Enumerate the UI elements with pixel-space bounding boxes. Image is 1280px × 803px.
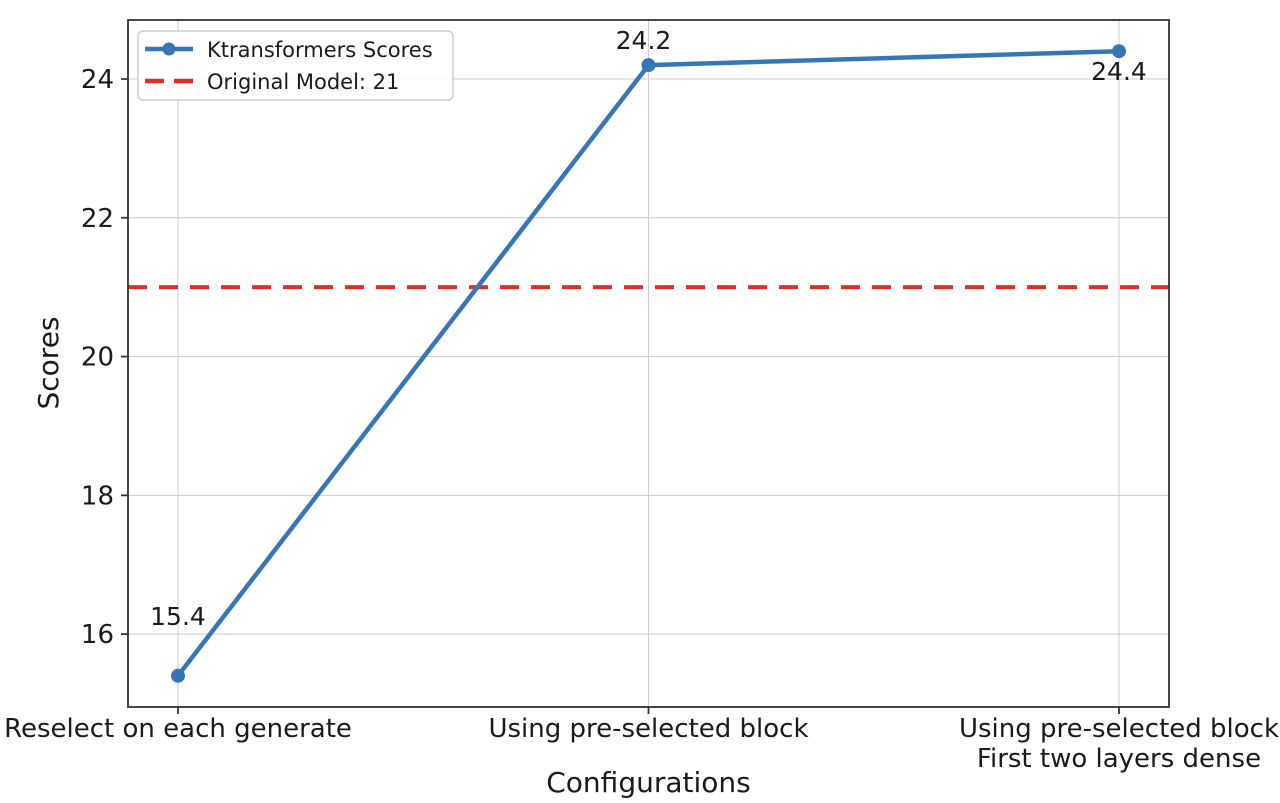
legend: Ktransformers Scores Original Model: 21 <box>137 30 454 101</box>
data-point-marker <box>171 668 185 683</box>
data-point-label: 15.4 <box>150 602 206 631</box>
y-tick-label: 18 <box>81 481 114 511</box>
x-axis-label: Configurations <box>546 766 750 799</box>
x-tick-label: Using pre-selected block First two layers… <box>959 714 1279 774</box>
data-point-marker <box>1112 44 1126 59</box>
x-tick-label: Reselect on each generate <box>4 714 352 744</box>
y-axis-label: Scores <box>32 316 65 409</box>
data-point-label: 24.4 <box>1091 57 1147 86</box>
legend-box <box>137 30 454 101</box>
x-tick-label: Using pre-selected block <box>488 714 808 744</box>
legend-entry-label: Original Model: 21 <box>207 70 399 94</box>
data-point-label: 24.2 <box>616 26 672 55</box>
y-tick-label: 16 <box>81 620 114 650</box>
legend-marker-sample <box>162 42 176 56</box>
y-tick-label: 20 <box>81 343 114 373</box>
y-tick-label: 22 <box>81 204 114 234</box>
legend-entry-label: Ktransformers Scores <box>207 38 433 62</box>
y-tick-label: 24 <box>81 65 114 95</box>
data-point-marker <box>641 58 656 73</box>
